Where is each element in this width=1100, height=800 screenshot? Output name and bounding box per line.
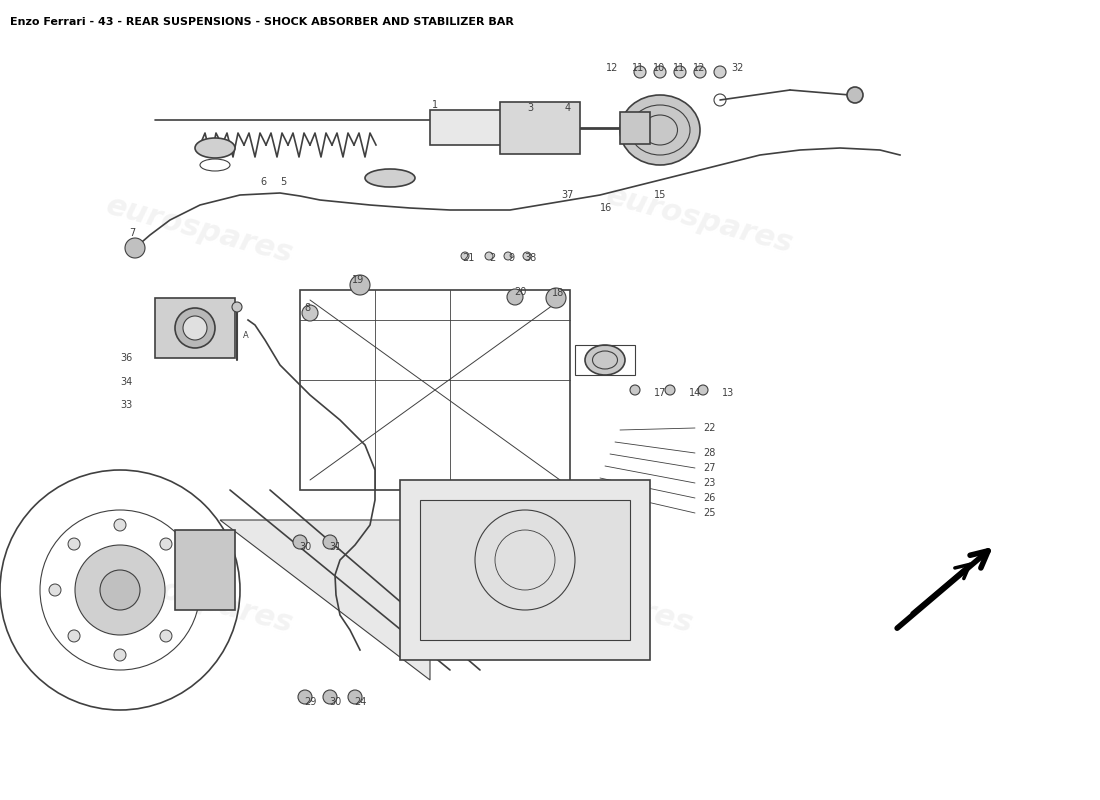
Circle shape [68, 630, 80, 642]
Text: 27: 27 [703, 463, 715, 473]
Circle shape [507, 289, 522, 305]
Text: 18: 18 [552, 288, 564, 298]
Bar [420, 500, 630, 640]
Bar [175, 530, 235, 610]
Circle shape [75, 545, 165, 635]
Text: 13: 13 [722, 388, 734, 398]
Ellipse shape [620, 95, 700, 165]
Circle shape [298, 690, 312, 704]
Text: 24: 24 [354, 697, 366, 707]
Circle shape [698, 385, 708, 395]
Text: 19: 19 [352, 275, 364, 285]
Polygon shape [220, 520, 430, 680]
Ellipse shape [585, 345, 625, 375]
Circle shape [50, 584, 60, 596]
Bar [400, 480, 650, 660]
Circle shape [694, 66, 706, 78]
Text: 25: 25 [703, 508, 715, 518]
Text: eurospares: eurospares [103, 561, 297, 639]
Text: 14: 14 [689, 388, 701, 398]
Text: 21: 21 [462, 253, 474, 263]
Bar [155, 298, 235, 358]
Text: eurospares: eurospares [603, 181, 796, 259]
Circle shape [100, 570, 140, 610]
Circle shape [302, 305, 318, 321]
Text: 30: 30 [329, 697, 341, 707]
Text: 11: 11 [631, 63, 645, 73]
Bar [620, 112, 650, 144]
Circle shape [461, 252, 469, 260]
Text: 7: 7 [129, 228, 135, 238]
Text: 15: 15 [653, 190, 667, 200]
Text: 32: 32 [732, 63, 745, 73]
Circle shape [485, 252, 493, 260]
Text: eurospares: eurospares [103, 191, 297, 269]
Text: 9: 9 [508, 253, 514, 263]
Text: 23: 23 [703, 478, 715, 488]
Circle shape [125, 238, 145, 258]
Text: 10: 10 [653, 63, 666, 73]
Circle shape [634, 66, 646, 78]
Text: 38: 38 [524, 253, 536, 263]
Bar [500, 102, 580, 154]
Circle shape [630, 385, 640, 395]
Text: 2: 2 [488, 253, 495, 263]
Circle shape [293, 535, 307, 549]
Text: 4: 4 [565, 103, 571, 113]
Text: 5: 5 [279, 177, 286, 187]
Text: 30: 30 [299, 542, 311, 552]
Circle shape [666, 385, 675, 395]
Text: 12: 12 [606, 63, 618, 73]
Circle shape [323, 690, 337, 704]
Bar [430, 110, 560, 145]
Circle shape [714, 66, 726, 78]
Bar [575, 345, 635, 375]
Text: eurospares: eurospares [503, 561, 696, 639]
Text: 34: 34 [121, 377, 133, 387]
Text: 36: 36 [121, 353, 133, 363]
Circle shape [114, 649, 126, 661]
Circle shape [350, 275, 370, 295]
Circle shape [68, 538, 80, 550]
Text: 37: 37 [561, 190, 573, 200]
Circle shape [504, 252, 512, 260]
Text: 29: 29 [304, 697, 316, 707]
Circle shape [160, 538, 172, 550]
Text: 20: 20 [514, 287, 526, 297]
Circle shape [160, 630, 172, 642]
Ellipse shape [365, 169, 415, 187]
Circle shape [847, 87, 864, 103]
Text: Enzo Ferrari - 43 - REAR SUSPENSIONS - SHOCK ABSORBER AND STABILIZER BAR: Enzo Ferrari - 43 - REAR SUSPENSIONS - S… [10, 17, 514, 27]
Text: 11: 11 [673, 63, 685, 73]
Circle shape [114, 519, 126, 531]
Text: 33: 33 [121, 400, 133, 410]
Circle shape [522, 252, 531, 260]
Text: 28: 28 [703, 448, 715, 458]
Circle shape [175, 308, 214, 348]
Text: 16: 16 [600, 203, 612, 213]
Circle shape [654, 66, 666, 78]
Circle shape [348, 690, 362, 704]
Text: 8: 8 [304, 303, 310, 313]
Text: 3: 3 [527, 103, 534, 113]
Circle shape [323, 535, 337, 549]
Circle shape [546, 288, 566, 308]
Circle shape [183, 316, 207, 340]
Text: 26: 26 [703, 493, 715, 503]
Text: 17: 17 [653, 388, 667, 398]
Text: 12: 12 [693, 63, 705, 73]
Text: 1: 1 [432, 100, 438, 110]
Text: 6: 6 [260, 177, 266, 187]
Text: 22: 22 [703, 423, 715, 433]
Circle shape [232, 302, 242, 312]
Ellipse shape [195, 138, 235, 158]
Circle shape [179, 584, 191, 596]
Bar [300, 290, 570, 490]
Text: 31: 31 [329, 542, 341, 552]
Text: A: A [243, 330, 249, 339]
Circle shape [674, 66, 686, 78]
